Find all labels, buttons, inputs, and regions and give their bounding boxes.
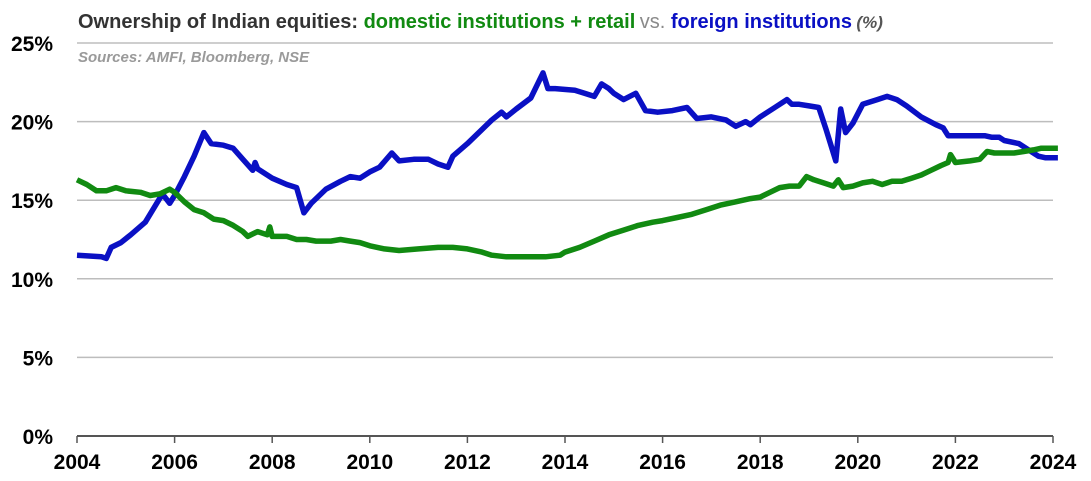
y-tick-label: 15% xyxy=(11,190,53,213)
title-unit: (%) xyxy=(856,13,883,32)
x-tick-label: 2006 xyxy=(151,451,198,474)
x-tick-label: 2014 xyxy=(542,451,589,474)
x-tick-label: 2024 xyxy=(1030,451,1077,474)
series-line-domestic xyxy=(75,145,1058,260)
y-tick-label: 25% xyxy=(11,33,53,56)
x-tick-label: 2020 xyxy=(834,451,881,474)
title-prefix: Ownership of Indian equities: xyxy=(78,11,364,33)
title-domestic: domestic institutions + retail xyxy=(364,11,636,33)
x-tick-label: 2022 xyxy=(932,451,979,474)
series-lines xyxy=(75,70,1058,262)
title-vs: vs. xyxy=(640,11,671,33)
y-tick-label: 5% xyxy=(23,347,54,370)
y-tick-label: 20% xyxy=(11,112,53,135)
y-tick-label: 0% xyxy=(23,426,54,449)
y-tick-label: 10% xyxy=(11,269,53,292)
x-tick-label: 2010 xyxy=(346,451,393,474)
grid xyxy=(77,42,1053,359)
title-foreign: foreign institutions xyxy=(671,11,852,33)
chart-title: Ownership of Indian equities: domestic i… xyxy=(78,11,883,33)
x-tick-label: 2018 xyxy=(737,451,784,474)
chart-subtitle: Sources: AMFI, Bloomberg, NSE xyxy=(78,49,310,66)
x-tick-label: 2016 xyxy=(639,451,686,474)
x-tick-label: 2012 xyxy=(444,451,491,474)
x-tick-label: 2008 xyxy=(249,451,296,474)
x-tick-label: 2004 xyxy=(54,451,101,474)
axes: 0% 5% 10% 15% 20% 25% 2004 2006 2008 2010 2012 2014… xyxy=(11,33,1077,474)
series-line-foreign xyxy=(76,70,1058,262)
